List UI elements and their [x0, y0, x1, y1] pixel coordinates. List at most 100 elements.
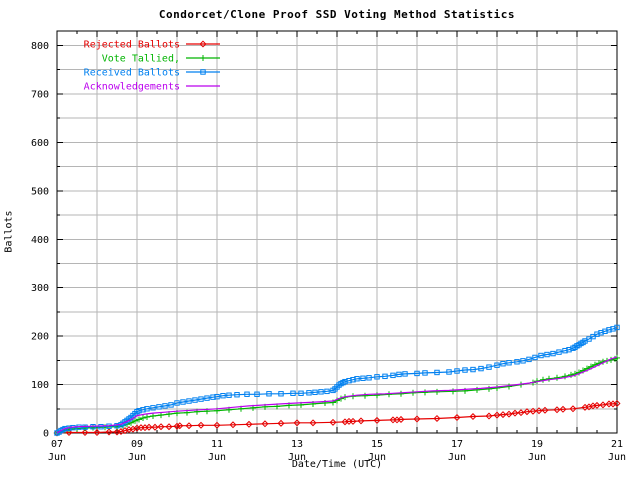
square-marker-icon	[180, 399, 186, 405]
diamond-marker-icon	[511, 409, 519, 417]
square-marker-icon	[390, 372, 396, 379]
square-marker-icon	[550, 350, 556, 357]
square-marker-icon	[278, 391, 284, 397]
diamond-marker-icon	[505, 410, 513, 418]
diamond-marker-icon	[357, 417, 365, 425]
square-marker-icon	[150, 405, 156, 411]
legend-label-vote-tallied: Vote Tallied,	[102, 54, 180, 65]
diamond-marker-icon	[373, 416, 381, 424]
y-tick-label: 800	[31, 41, 49, 52]
square-marker-icon	[506, 360, 512, 366]
square-marker-icon	[538, 352, 544, 359]
x-tick-label-day: 11	[211, 439, 223, 450]
square-marker-icon	[192, 397, 198, 403]
x-tick-label-month: Jun	[128, 452, 146, 463]
square-marker-icon	[366, 375, 372, 381]
diamond-marker-icon	[65, 429, 73, 437]
square-marker-icon	[478, 365, 484, 372]
diamond-marker-icon	[485, 412, 493, 420]
diamond-marker-icon	[229, 421, 237, 429]
diamond-marker-icon	[93, 429, 101, 437]
square-marker-icon	[500, 361, 506, 367]
y-tick-label: 300	[31, 283, 49, 294]
diamond-marker-icon	[569, 405, 577, 413]
square-marker-icon	[144, 406, 150, 412]
square-marker-icon	[494, 362, 500, 368]
square-marker-icon	[174, 400, 180, 406]
x-tick-label-month: Jun	[448, 452, 466, 463]
square-marker-icon	[234, 392, 240, 398]
square-marker-icon	[186, 398, 192, 404]
square-marker-icon	[470, 366, 476, 373]
x-tick-label-day: 17	[451, 439, 463, 450]
y-axis-title: Ballots	[3, 210, 15, 253]
diamond-marker-icon	[151, 423, 159, 431]
y-tick-label: 600	[31, 138, 49, 149]
series-markers-received-ballots	[54, 324, 620, 436]
legend: Rejected Ballots Vote Tallied, Received Ba…	[84, 40, 220, 93]
series-markers-rejected-ballots	[53, 399, 621, 437]
diamond-marker-icon	[541, 406, 549, 414]
diamond-marker-icon	[199, 40, 207, 48]
legend-label-received-ballots: Received Ballots	[84, 68, 180, 79]
diamond-marker-icon	[105, 428, 113, 436]
legend-item-vote-tallied: Vote Tallied,	[102, 54, 220, 65]
square-marker-icon	[402, 371, 408, 377]
square-marker-icon	[244, 391, 250, 397]
square-marker-icon	[556, 349, 562, 355]
square-marker-icon	[318, 389, 324, 395]
y-tick-label: 500	[31, 186, 49, 197]
y-tick-label: 400	[31, 235, 49, 246]
square-marker-icon	[434, 369, 440, 376]
diamond-marker-icon	[397, 415, 405, 423]
diamond-marker-icon	[553, 406, 561, 414]
diamond-marker-icon	[173, 422, 181, 430]
square-marker-icon	[520, 358, 526, 364]
series-received-ballots	[54, 324, 620, 436]
diamond-marker-icon	[197, 421, 205, 429]
diamond-marker-icon	[309, 419, 317, 427]
diamond-marker-icon	[499, 411, 507, 419]
square-marker-icon	[312, 389, 318, 396]
square-marker-icon	[526, 356, 532, 363]
diamond-marker-icon	[349, 417, 357, 425]
legend-label-rejected-ballots: Rejected Ballots	[84, 40, 180, 51]
square-marker-icon	[156, 404, 162, 410]
square-marker-icon	[532, 354, 538, 361]
square-marker-icon	[396, 371, 402, 378]
square-marker-icon	[354, 376, 360, 382]
square-marker-icon	[414, 370, 420, 377]
diamond-marker-icon	[523, 408, 531, 416]
square-marker-icon	[454, 368, 460, 374]
diamond-marker-icon	[261, 420, 269, 428]
diamond-marker-icon	[145, 423, 153, 431]
square-marker-icon	[204, 395, 210, 401]
square-marker-icon	[82, 424, 88, 430]
square-marker-icon	[306, 390, 312, 396]
diamond-marker-icon	[413, 415, 421, 423]
diamond-marker-icon	[593, 401, 601, 409]
square-marker-icon	[462, 367, 468, 373]
square-marker-icon	[374, 374, 380, 380]
x-tick-label-month: Jun	[528, 452, 546, 463]
x-tick-label-day: 09	[131, 439, 143, 450]
square-marker-icon	[98, 424, 104, 430]
diamond-marker-icon	[81, 429, 89, 437]
legend-item-rejected-ballots: Rejected Ballots	[84, 40, 220, 51]
series-rejected-ballots	[53, 399, 621, 437]
square-marker-icon	[360, 375, 366, 381]
legend-item-received-ballots: Received Ballots	[84, 68, 220, 79]
diamond-marker-icon	[613, 399, 621, 407]
x-tick-label-month: Jun	[208, 452, 226, 463]
x-tick-labels: 07 Jun 09 Jun 11 Jun 13 Jun 15 Jun 17 Jun 19 Jun 21 Jun	[48, 439, 626, 463]
plot-border	[56, 30, 618, 434]
diamond-marker-icon	[433, 414, 441, 422]
diamond-marker-icon	[277, 419, 285, 427]
square-marker-icon	[486, 364, 492, 370]
diamond-marker-icon	[213, 421, 221, 429]
square-marker-icon	[254, 391, 260, 397]
diamond-marker-icon	[529, 407, 537, 415]
diamond-marker-icon	[517, 409, 525, 417]
square-marker-icon	[200, 69, 206, 75]
